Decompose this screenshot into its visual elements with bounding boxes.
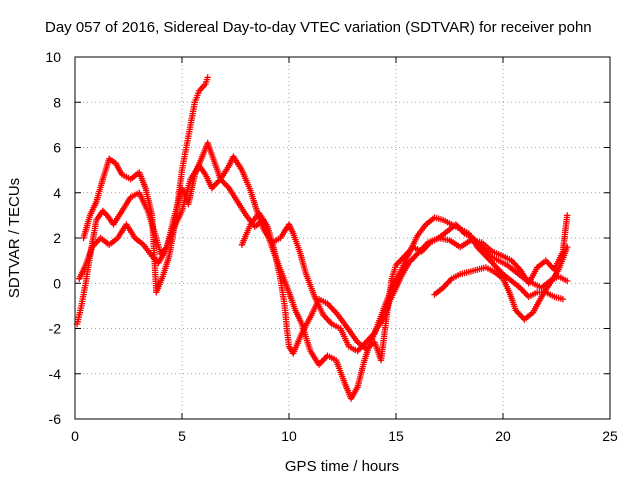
x-tick-label: 0 [71,428,79,444]
y-tick-label: 0 [53,275,61,291]
chart-title: Day 057 of 2016, Sidereal Day-to-day VTE… [45,19,592,36]
x-tick-label: 5 [178,428,186,444]
y-tick-label: 6 [53,140,61,156]
x-tick-label: 10 [281,428,297,444]
y-tick-label: 8 [53,94,61,110]
y-tick-label: 10 [45,49,61,65]
x-tick-label: 20 [495,428,511,444]
axis-ticks: 0 5 10 15 20 25 -6 -4 -2 0 2 4 6 8 10 [45,49,618,444]
series-trace-4 [238,209,571,364]
y-tick-label: -6 [49,411,62,427]
y-tick-label: -2 [49,321,62,337]
x-tick-label: 15 [388,428,404,444]
y-axis-label: SDTVAR / TECUs [6,178,23,298]
data-point-markers [431,243,571,323]
data-point-markers [80,74,211,296]
data-series [73,74,571,402]
y-tick-label: 2 [53,230,61,246]
series-trace-3 [80,74,211,296]
data-point-markers [238,209,571,364]
x-tick-label: 25 [602,428,618,444]
y-tick-label: -4 [49,366,62,382]
y-tick-label: 4 [53,185,61,201]
grid [75,57,610,419]
x-axis-label: GPS time / hours [285,458,399,475]
series-trace-5 [431,243,571,323]
